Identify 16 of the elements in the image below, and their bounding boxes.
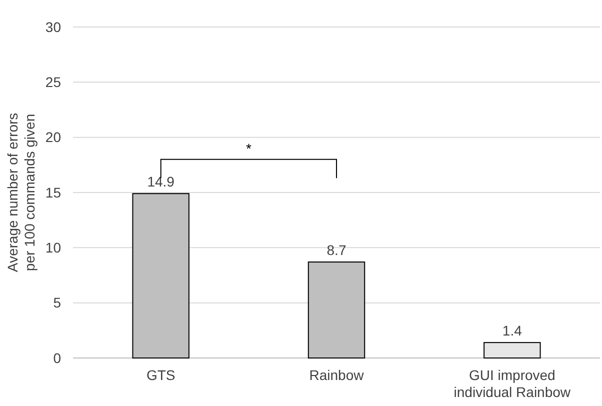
- x-tick-label: GUI improved individual Rainbow: [454, 367, 572, 400]
- y-axis-title: Average number of errors per 100 commands given: [4, 112, 38, 272]
- bar: [484, 342, 541, 358]
- y-tick-label: 30: [45, 18, 62, 35]
- data-label: 8.7: [326, 242, 346, 258]
- y-tick-label: 10: [45, 240, 62, 256]
- y-tick-label: 20: [45, 129, 62, 146]
- data-label: 14.9: [147, 174, 175, 190]
- annotation: *: [246, 140, 252, 156]
- y-tick-label: 25: [45, 74, 62, 90]
- y-tick-label: 15: [45, 184, 62, 200]
- y-tick-label: 5: [53, 294, 62, 311]
- y-tick-label: 0: [53, 350, 62, 366]
- data-label: 1.4: [502, 322, 522, 339]
- x-tick-label: GTS: [146, 367, 176, 383]
- x-tick-label: Rainbow: [309, 367, 365, 383]
